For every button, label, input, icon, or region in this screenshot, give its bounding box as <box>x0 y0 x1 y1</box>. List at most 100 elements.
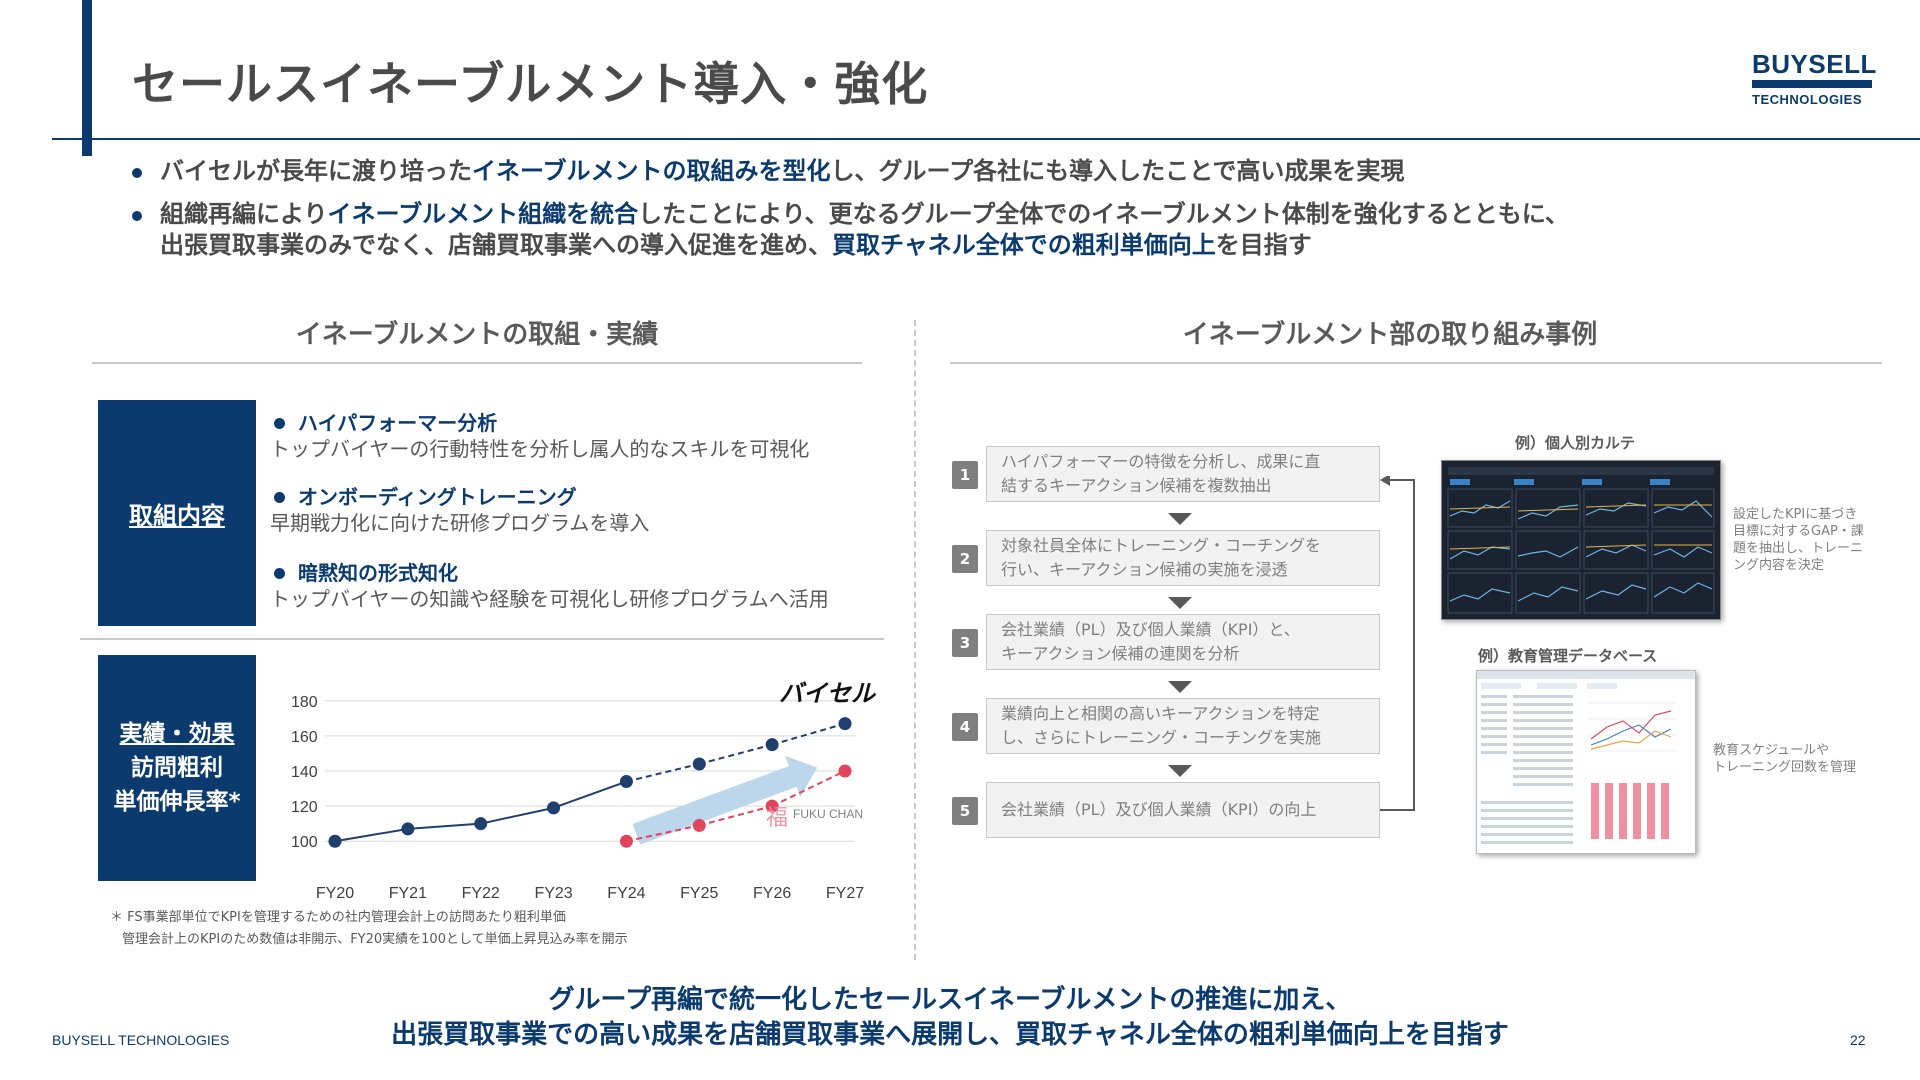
step-number: 4 <box>952 713 978 741</box>
note-line: 題を抽出し、トレーニ <box>1733 541 1864 556</box>
left-section-heading: イネーブルメントの取組・実績 <box>295 320 659 350</box>
example2-caption: 例）教育管理データベース <box>1478 647 1658 665</box>
page-title: セールスイネーブルメント導入・強化 <box>132 57 929 111</box>
step-number: 1 <box>952 461 978 489</box>
initiative-title-text: ハイパフォーマー分析 <box>298 411 498 435</box>
initiative-title-text: オンボーディングトレーニング <box>298 485 577 509</box>
data-point <box>547 801 561 815</box>
initiative-desc: トップバイヤーの行動特性を分析し属人的なスキルを可視化 <box>270 437 810 461</box>
y-tick-label: 140 <box>291 764 318 781</box>
bullet-1: バイセルが長年に渡り培ったイネーブルメントの取組みを型化し、グループ各社にも導入… <box>130 156 1830 187</box>
series-line-segment <box>480 806 554 825</box>
x-tick-label: FY27 <box>826 885 864 900</box>
company-logo: BUYSELL TECHNOLOGIES <box>1752 49 1877 107</box>
series-line-segment <box>553 780 627 809</box>
y-tick-label: 100 <box>291 834 318 851</box>
example2-note: 教育スケジュールや トレーニング回数を管理 <box>1713 742 1856 776</box>
initiative-title: ハイパフォーマー分析 <box>270 410 890 436</box>
database-screenshot <box>1476 670 1696 854</box>
note-line: ング内容を決定 <box>1733 558 1825 573</box>
initiative-item: オンボーディングトレーニング 早期戦力化に向けた研修プログラムを導入 <box>270 484 890 536</box>
growth-chart: 100 120 140 160 180 FY20 FY21 FY22 FY23 FY24 FY25 F… <box>291 680 877 900</box>
bullet-dot <box>132 211 142 221</box>
footnote-line: 管理会計上のKPIのため数値は非開示、FY20実績を100として単価上昇見込み率… <box>122 932 628 947</box>
series-line-segment <box>626 824 700 843</box>
example1-caption: 例）個人別カルテ <box>1515 434 1636 452</box>
summary-bullets: バイセルが長年に渡り培ったイネーブルメントの取組みを型化し、グループ各社にも導入… <box>130 156 1830 273</box>
step-text: キーアクション候補の連関を分析 <box>1001 644 1240 663</box>
logo-text-top: BUYSELL <box>1752 49 1877 79</box>
brand-label-buysell: バイセル <box>779 680 877 708</box>
bullet-highlight: 買取チャネル全体での粗利単価向上 <box>832 231 1216 259</box>
series-line-segment <box>771 722 846 746</box>
x-tick-label: FY20 <box>316 885 354 900</box>
bullet-text: 出張買取事業のみでなく、店舗買取事業への導入促進を進め、 <box>160 231 832 259</box>
step-text: ハイパフォーマーの特徴を分析し、成果に直 <box>1001 452 1321 471</box>
conclusion-line: 出張買取事業での高い成果を店舗買取事業へ展開し、買取チャネル全体の粗利単価向上を… <box>391 1020 1509 1050</box>
footnote-line: ＊ FS事業部単位でKPIを管理するための社内管理会計上の訪問あたり粗利単価 <box>110 910 566 925</box>
step-box: 会社業績（PL）及び個人業績（KPI）と、 キーアクション候補の連関を分析 <box>986 614 1380 670</box>
step-box: ハイパフォーマーの特徴を分析し、成果に直 結するキーアクション候補を複数抽出 <box>986 446 1380 502</box>
data-point <box>328 834 342 848</box>
initiatives-label-box: 取組内容 <box>98 400 256 626</box>
bullet-2: 組織再編によりイネーブルメント組織を統合したことにより、更なるグループ全体でのイ… <box>130 199 1830 261</box>
results-label: 実績・効果 <box>119 721 235 747</box>
down-arrow-icon <box>1168 513 1192 525</box>
y-tick-label: 120 <box>291 799 318 816</box>
accent-bar <box>82 0 92 156</box>
series-line-segment <box>771 770 846 808</box>
initiative-title: 暗黙知の形式知化 <box>270 560 890 586</box>
results-label-box: 実績・効果 訪問粗利 単価伸長率* <box>98 655 256 881</box>
process-step: 1 ハイパフォーマーの特徴を分析し、成果に直 結するキーアクション候補を複数抽出 <box>950 446 1390 504</box>
step-number: 2 <box>952 545 978 573</box>
note-line: 目標に対するGAP・課 <box>1733 524 1864 539</box>
x-tick-label: FY21 <box>389 885 427 900</box>
data-point <box>619 834 633 848</box>
data-point <box>838 764 852 778</box>
conclusion: グループ再編で統一化したセールスイネーブルメントの推進に加え、 出張買取事業での… <box>300 983 1600 1053</box>
process-step: 2 対象社員全体にトレーニング・コーチングを 行い、キーアクション候補の実施を浸透 <box>950 530 1390 588</box>
dashboard-screenshot <box>1441 460 1721 620</box>
data-point <box>765 738 779 752</box>
bullet-text: を目指す <box>1215 231 1312 259</box>
down-arrow-icon <box>1168 765 1192 777</box>
bullet-highlight: イネーブルメント組織を統合 <box>327 200 639 228</box>
page-number: 22 <box>1850 1032 1866 1048</box>
bullet-dot <box>274 568 285 579</box>
step-number: 5 <box>952 797 978 825</box>
results-sublabel: 訪問粗利 <box>131 755 223 781</box>
step-text: し、さらにトレーニング・コーチングを実施 <box>1001 728 1322 747</box>
x-tick-label: FY23 <box>534 885 572 900</box>
bullet-text: バイセルが長年に渡り培った <box>160 157 472 185</box>
step-number: 3 <box>952 629 978 657</box>
initiative-title-text: 暗黙知の形式知化 <box>298 561 458 585</box>
initiative-item: 暗黙知の形式知化 トップバイヤーの知識や経験を可視化し研修プログラムへ活用 <box>270 560 890 612</box>
down-arrow-icon <box>1168 597 1192 609</box>
x-tick-label: FY26 <box>753 885 791 900</box>
right-heading-rule <box>950 362 1882 364</box>
series-line-segment <box>334 827 409 843</box>
series-line-segment <box>407 822 481 830</box>
bullet-dot <box>274 492 285 503</box>
initiatives-label: 取組内容 <box>129 501 225 530</box>
step-box: 業績向上と相関の高いキーアクションを特定 し、さらにトレーニング・コーチングを実施 <box>986 698 1380 754</box>
series-line-segment <box>699 743 773 765</box>
left-heading-rule <box>92 362 862 364</box>
bullet-dot <box>274 418 285 429</box>
bullet-highlight: イネーブルメントの取組みを型化 <box>472 157 831 185</box>
logo-bar <box>1752 80 1872 88</box>
initiative-desc: トップバイヤーの知識や経験を可視化し研修プログラムへ活用 <box>270 587 829 611</box>
x-tick-label: FY25 <box>680 885 718 900</box>
example1-note: 設定したKPIに基づき 目標に対するGAP・課 題を抽出し、トレーニ ング内容を… <box>1733 506 1864 574</box>
step-box: 対象社員全体にトレーニング・コーチングを 行い、キーアクション候補の実施を浸透 <box>986 530 1380 586</box>
bullet-dot <box>132 168 142 178</box>
initiative-item: ハイパフォーマー分析 トップバイヤーの行動特性を分析し属人的なスキルを可視化 <box>270 410 890 462</box>
process-step: 4 業績向上と相関の高いキーアクションを特定 し、さらにトレーニング・コーチングを… <box>950 698 1390 756</box>
x-tick-label: FY22 <box>462 885 500 900</box>
footnote: ＊ FS事業部単位でKPIを管理するための社内管理会計上の訪問あたり粗利単価 管… <box>110 907 628 951</box>
trend-arrow-icon <box>632 755 818 845</box>
step-text: 行い、キーアクション候補の実施を浸透 <box>1001 560 1288 579</box>
step-text: 対象社員全体にトレーニング・コーチングを <box>1001 536 1322 555</box>
bullet-text: し、グループ各社にも導入したことで高い成果を実現 <box>830 157 1405 185</box>
section-divider <box>914 320 916 960</box>
